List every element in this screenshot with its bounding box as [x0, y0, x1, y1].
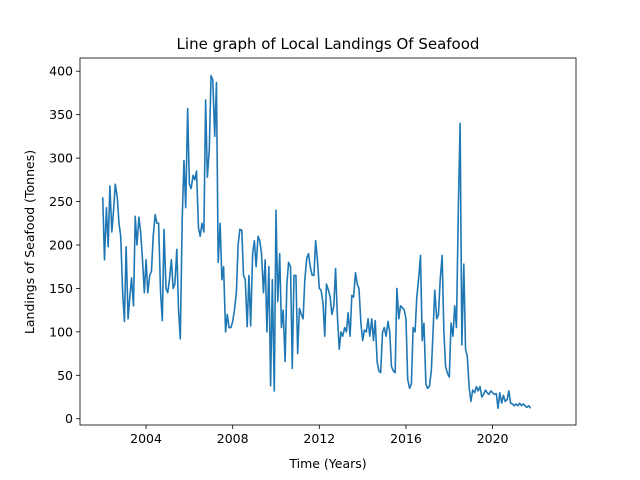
x-tick-label: 2020 — [477, 431, 509, 446]
x-axis-label: Time (Years) — [288, 456, 366, 471]
x-tick-label: 2008 — [217, 431, 249, 446]
x-tick-label: 2012 — [303, 431, 335, 446]
y-tick-label: 250 — [49, 194, 73, 209]
chart-title: Line graph of Local Landings Of Seafood — [177, 35, 480, 53]
plot-frame — [79, 57, 577, 426]
y-tick-label: 0 — [65, 411, 73, 426]
y-tick-label: 200 — [49, 237, 73, 252]
x-tick-label: 2016 — [390, 431, 422, 446]
x-tick-label: 2004 — [130, 431, 162, 446]
y-axis-label: Landings of Seafood (Tonnes) — [22, 150, 37, 334]
y-tick-label: 100 — [49, 324, 73, 339]
y-tick-label: 400 — [49, 64, 73, 79]
y-tick-label: 50 — [57, 368, 73, 383]
y-tick-label: 150 — [49, 281, 73, 296]
data-line — [101, 74, 532, 410]
y-tick-label: 350 — [49, 107, 73, 122]
y-tick-label: 300 — [49, 151, 73, 166]
